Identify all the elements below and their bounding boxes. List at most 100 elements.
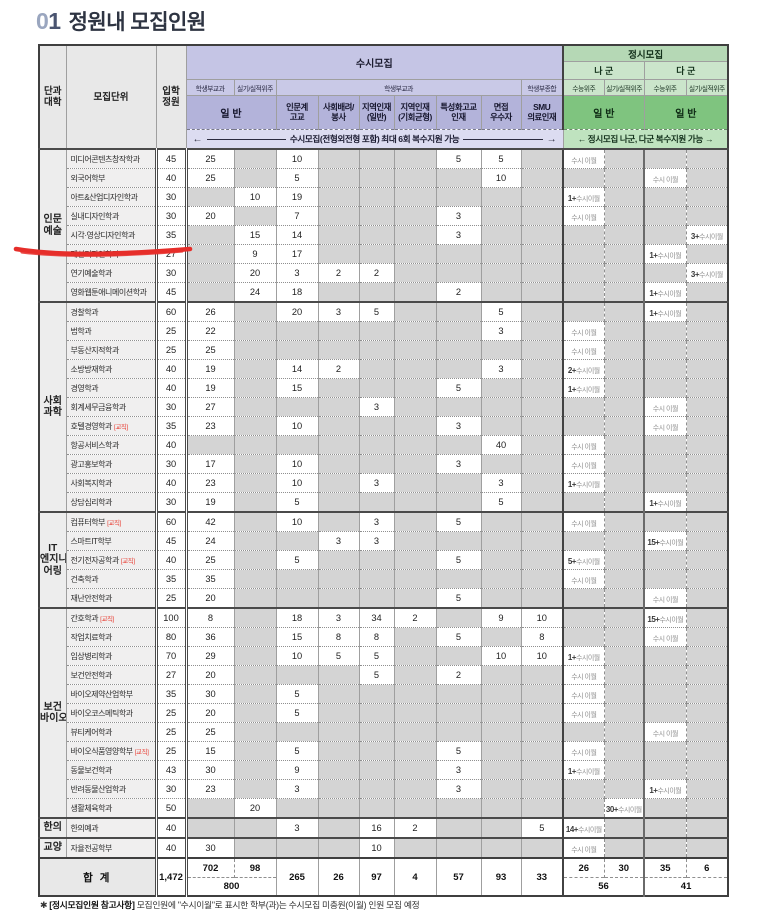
dept-name: 아트&산업디자인학과 [65, 187, 156, 207]
empty-cell [185, 435, 234, 455]
dept-name: 생활체육학과 [65, 798, 156, 818]
empty-cell [435, 321, 481, 341]
empty-cell [435, 817, 481, 838]
dept-name: 연기예술학과 [65, 263, 156, 283]
empty-cell [317, 225, 359, 245]
empty-cell [685, 206, 729, 226]
empty-cell [275, 321, 318, 341]
college-label: 한의 [39, 817, 66, 838]
value-cell: 10 [275, 473, 318, 493]
value-cell: 수시 이월 [643, 168, 687, 188]
empty-cell [393, 798, 436, 818]
quota-value: 40 [154, 550, 188, 570]
empty-cell [520, 225, 564, 245]
value-cell: 10 [358, 837, 394, 858]
empty-cell [317, 416, 359, 436]
quota-value: 30 [154, 263, 188, 283]
value-cell: 26 [185, 301, 234, 322]
value-cell: 8 [317, 627, 359, 647]
total-value: 26 [562, 857, 605, 878]
value-cell: 수시 이월 [562, 569, 605, 589]
empty-cell [480, 282, 521, 302]
value-cell: 3 [435, 206, 481, 226]
footnote-title: [정시모집인원 참고사항] [49, 900, 135, 910]
empty-cell [480, 569, 521, 589]
empty-cell [562, 244, 605, 264]
empty-cell [520, 187, 564, 207]
empty-cell [317, 473, 359, 493]
empty-cell [275, 588, 318, 608]
dept-name: 작업치료학과 [65, 627, 156, 647]
empty-cell [603, 187, 645, 207]
empty-cell [185, 263, 234, 283]
empty-cell [317, 378, 359, 398]
empty-cell [435, 703, 481, 723]
dept-name: 간호학과 [교직] [65, 607, 156, 628]
empty-cell [643, 703, 687, 723]
empty-cell [643, 359, 687, 379]
empty-cell [520, 550, 564, 570]
value-cell: 23 [185, 416, 234, 436]
college-label: 인문 예술 [39, 148, 66, 302]
empty-cell [435, 473, 481, 493]
empty-cell [233, 569, 276, 589]
value-cell: 수시 이월 [643, 416, 687, 436]
value-cell: 20 [275, 301, 318, 322]
empty-cell [233, 435, 276, 455]
value-cell: 36 [185, 627, 234, 647]
value-cell: 3 [317, 531, 359, 551]
quota-value: 100 [154, 607, 188, 628]
value-cell: 2 [435, 282, 481, 302]
value-cell: 3+수시이월 [685, 263, 729, 283]
value-cell: 2 [317, 359, 359, 379]
empty-cell [233, 168, 276, 188]
value-cell: 15 [275, 378, 318, 398]
dept-name: 회계세무금융학과 [65, 397, 156, 417]
value-cell: 19 [185, 359, 234, 379]
empty-cell [358, 703, 394, 723]
quota-value: 50 [154, 798, 188, 818]
value-cell: 9 [275, 760, 318, 780]
head-general-na: 일 반 [562, 95, 645, 130]
empty-cell [562, 798, 605, 818]
empty-cell [317, 817, 359, 838]
empty-cell [520, 741, 564, 761]
empty-cell [480, 779, 521, 799]
empty-cell [393, 684, 436, 704]
empty-cell [520, 837, 564, 858]
empty-cell [358, 741, 394, 761]
value-cell: 수시 이월 [643, 397, 687, 417]
empty-cell [603, 359, 645, 379]
empty-cell [685, 148, 729, 169]
empty-cell [685, 665, 729, 685]
empty-cell [643, 817, 687, 838]
value-cell: 2+수시이월 [562, 359, 605, 379]
value-cell: 3 [480, 359, 521, 379]
value-cell: 1+수시이월 [562, 378, 605, 398]
empty-cell [480, 798, 521, 818]
jeongsi-header: 정시모집 [562, 44, 729, 62]
empty-cell [480, 665, 521, 685]
quota-value: 35 [154, 225, 188, 245]
dept-name: 시각·영상디자인학과 [65, 225, 156, 245]
empty-cell [233, 148, 276, 169]
value-cell: 30 [185, 760, 234, 780]
quota-value: 60 [154, 301, 188, 322]
value-cell: 16 [358, 817, 394, 838]
empty-cell [393, 359, 436, 379]
empty-cell [520, 378, 564, 398]
value-cell: 3+수시이월 [685, 225, 729, 245]
empty-cell [643, 263, 687, 283]
empty-cell [317, 511, 359, 532]
jeongsi-group-na: 나 군 [562, 61, 645, 80]
empty-cell [393, 741, 436, 761]
total-value: 33 [520, 857, 564, 896]
total-value: 93 [480, 857, 521, 896]
empty-cell [603, 454, 645, 474]
value-cell: 5 [275, 550, 318, 570]
total-value: 97 [358, 857, 394, 896]
empty-cell [317, 397, 359, 417]
value-cell: 40 [480, 435, 521, 455]
title-number: 0 [36, 8, 49, 34]
empty-cell [358, 492, 394, 512]
